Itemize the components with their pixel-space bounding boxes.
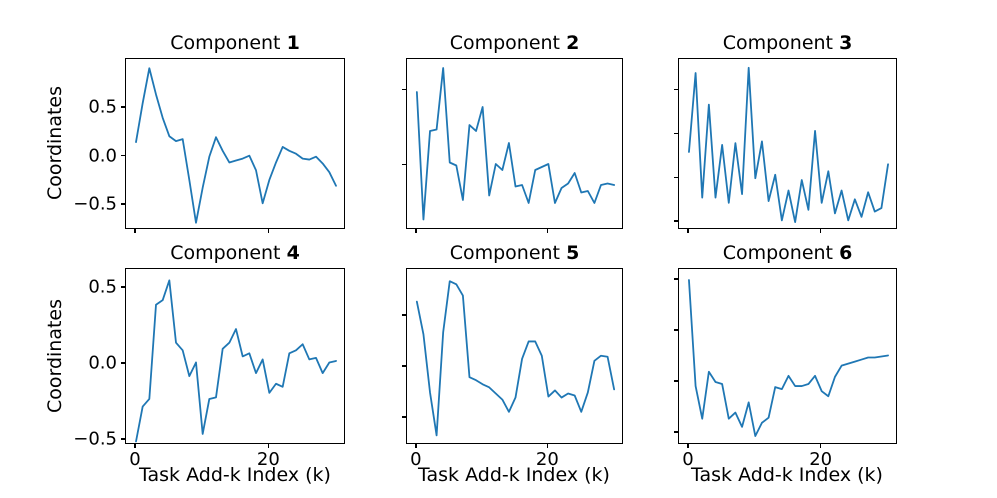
y-tick-mark: [121, 106, 125, 108]
y-tick-mark: [674, 329, 678, 331]
y-tick-mark: [674, 431, 678, 433]
subplot-title-number: 6: [839, 242, 853, 264]
y-tick-mark: [402, 365, 406, 367]
data-line: [415, 280, 616, 437]
data-line: [135, 67, 337, 224]
axes-component-4: [125, 268, 345, 444]
subplot-title-component-3: Component 3: [678, 32, 897, 54]
y-tick-mark: [674, 278, 678, 280]
y-tick-label: −0.5: [73, 193, 117, 215]
x-tick-mark: [415, 229, 417, 233]
plot-area-component-6: [688, 279, 889, 437]
axes-component-1: [125, 58, 345, 229]
x-tick-mark: [415, 444, 417, 448]
x-tick-mark: [687, 229, 689, 233]
y-tick-label: 0.0: [88, 145, 117, 167]
subplot-title-text: Component: [170, 242, 281, 264]
x-tick-mark: [819, 444, 822, 448]
subplot-title-component-2: Component 2: [406, 32, 623, 54]
y-tick-mark: [674, 132, 678, 135]
plot-area-component-3: [688, 66, 889, 224]
plot-area-component-5: [415, 280, 616, 437]
subplot-title-text: Component: [449, 32, 561, 54]
y-tick-mark: [674, 88, 678, 91]
x-tick-mark: [134, 229, 136, 233]
y-tick-mark: [674, 176, 678, 178]
y-tick-mark: [121, 438, 125, 440]
y-tick-mark: [674, 380, 678, 382]
data-line: [688, 279, 889, 437]
x-tick-mark: [819, 229, 822, 233]
subplot-title-component-4: Component 4: [125, 242, 345, 264]
subplot-title-text: Component: [170, 32, 281, 54]
x-tick-mark: [546, 444, 549, 448]
x-tick-mark: [546, 229, 549, 233]
subplot-title-component-6: Component 6: [678, 242, 897, 264]
data-line: [415, 67, 616, 221]
subplot-title-number: 5: [566, 242, 580, 264]
data-line: [135, 279, 337, 443]
y-tick-mark: [402, 163, 406, 166]
y-tick-mark: [402, 88, 406, 91]
axes-component-3: [678, 58, 897, 229]
y-tick-mark: [674, 220, 678, 222]
subplot-title-text: Component: [722, 32, 834, 54]
subplot-title-number: 3: [839, 32, 853, 54]
subplot-title-number: 1: [286, 32, 300, 54]
y-tick-mark: [402, 416, 406, 418]
y-tick-label: −0.5: [73, 428, 117, 450]
x-tick-label: 20: [256, 449, 280, 470]
x-axis-label-col-1: Task Add-k Index (k): [139, 464, 331, 486]
y-tick-mark: [121, 203, 125, 205]
plot-area-component-1: [135, 67, 337, 224]
axes-component-5: [406, 268, 623, 444]
subplot-title-text: Component: [722, 242, 834, 264]
y-tick-mark: [121, 286, 125, 288]
x-tick-label: 0: [129, 449, 141, 470]
y-tick-mark: [121, 154, 125, 157]
y-tick-mark: [121, 362, 125, 364]
subplot-title-number: 4: [286, 242, 300, 264]
x-axis-label-col-3: Task Add-k Index (k): [691, 464, 883, 486]
subplot-title-component-1: Component 1: [125, 32, 345, 54]
y-tick-label: 0.5: [88, 276, 117, 298]
x-tick-label: 0: [410, 449, 422, 470]
y-axis-label-row-2: Coordinates: [44, 298, 66, 414]
y-tick-mark: [402, 314, 406, 316]
plot-area-component-4: [135, 279, 337, 443]
data-line: [688, 66, 889, 224]
x-tick-mark: [267, 229, 270, 233]
x-tick-label: 20: [535, 449, 559, 470]
y-tick-label: 0.5: [88, 96, 117, 118]
x-axis-label-col-2: Task Add-k Index (k): [418, 464, 610, 486]
axes-component-2: [406, 58, 623, 229]
y-tick-label: 0.0: [88, 352, 117, 374]
subplot-title-component-5: Component 5: [406, 242, 623, 264]
axes-component-6: [678, 268, 897, 444]
x-tick-mark: [134, 444, 136, 448]
plot-area-component-2: [415, 67, 616, 221]
x-tick-mark: [687, 444, 689, 448]
x-tick-mark: [267, 444, 270, 448]
y-axis-label-row-1: Coordinates: [44, 85, 66, 201]
subplot-title-text: Component: [449, 242, 561, 264]
x-tick-label: 0: [682, 449, 694, 470]
subplot-title-number: 2: [566, 32, 580, 54]
x-tick-label: 20: [809, 449, 833, 470]
